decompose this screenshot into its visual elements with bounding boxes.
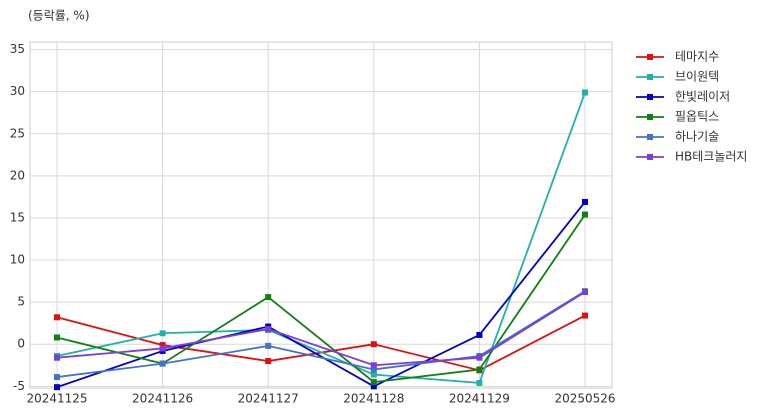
- point: [54, 374, 60, 381]
- point: [159, 345, 166, 352]
- point: [370, 371, 377, 378]
- line: [56, 290, 586, 378]
- line: [56, 314, 586, 372]
- y-tick-label: 30: [10, 84, 25, 98]
- line: [56, 291, 586, 367]
- x-tick-label: 20241125: [26, 392, 87, 406]
- line: [56, 214, 586, 384]
- legend-label: 테마지수: [675, 50, 719, 64]
- x-tick-label: 20241127: [238, 392, 299, 406]
- point: [476, 366, 483, 373]
- y-tick-label: 15: [10, 210, 25, 224]
- y-axis-label: (등락률, %): [28, 9, 90, 23]
- legend-label: 브이원텍: [675, 70, 719, 84]
- legend-label: HB테크놀러지: [675, 150, 747, 164]
- point: [159, 342, 166, 349]
- point: [265, 342, 272, 349]
- line: [56, 92, 586, 384]
- point: [265, 358, 272, 365]
- point: [582, 198, 588, 205]
- point: [159, 330, 166, 337]
- legend-marker: [647, 94, 653, 100]
- y-tick-label: 20: [10, 168, 25, 182]
- point: [582, 312, 588, 319]
- point: [476, 379, 483, 386]
- y-tick-label: 10: [10, 253, 25, 267]
- x-tick-label: 20241129: [449, 392, 510, 406]
- point: [582, 211, 588, 218]
- point: [476, 331, 483, 338]
- point: [54, 314, 60, 321]
- point: [370, 379, 377, 386]
- x-tick-label: 20250526: [554, 392, 615, 406]
- legend-marker: [647, 114, 653, 120]
- y-tick-label: -5: [13, 379, 25, 393]
- y-tick-label: 0: [17, 337, 25, 351]
- point: [265, 294, 272, 301]
- point: [370, 366, 377, 373]
- point: [370, 383, 377, 390]
- line: [56, 201, 586, 389]
- legend-marker: [647, 154, 653, 160]
- legend-marker: [647, 134, 653, 140]
- point: [476, 354, 483, 361]
- point: [54, 354, 60, 361]
- point: [265, 326, 272, 333]
- x-tick-label: 20241128: [343, 392, 404, 406]
- x-tick-label: 20241126: [132, 392, 193, 406]
- plot-area: [29, 41, 613, 389]
- legend-marker: [647, 74, 653, 80]
- y-tick-label: 35: [10, 42, 25, 56]
- point: [582, 289, 588, 296]
- legend-label: 한빛레이저: [675, 90, 730, 104]
- point: [370, 341, 377, 348]
- legend-label: 필옵틱스: [675, 110, 719, 124]
- y-tick-label: 5: [17, 295, 25, 309]
- point: [54, 334, 60, 341]
- point: [582, 89, 588, 96]
- point: [159, 360, 166, 367]
- point: [54, 384, 60, 391]
- y-tick-label: 25: [10, 126, 25, 140]
- legend-marker: [647, 54, 653, 60]
- legend-label: 하나기술: [675, 130, 719, 144]
- point: [370, 362, 377, 369]
